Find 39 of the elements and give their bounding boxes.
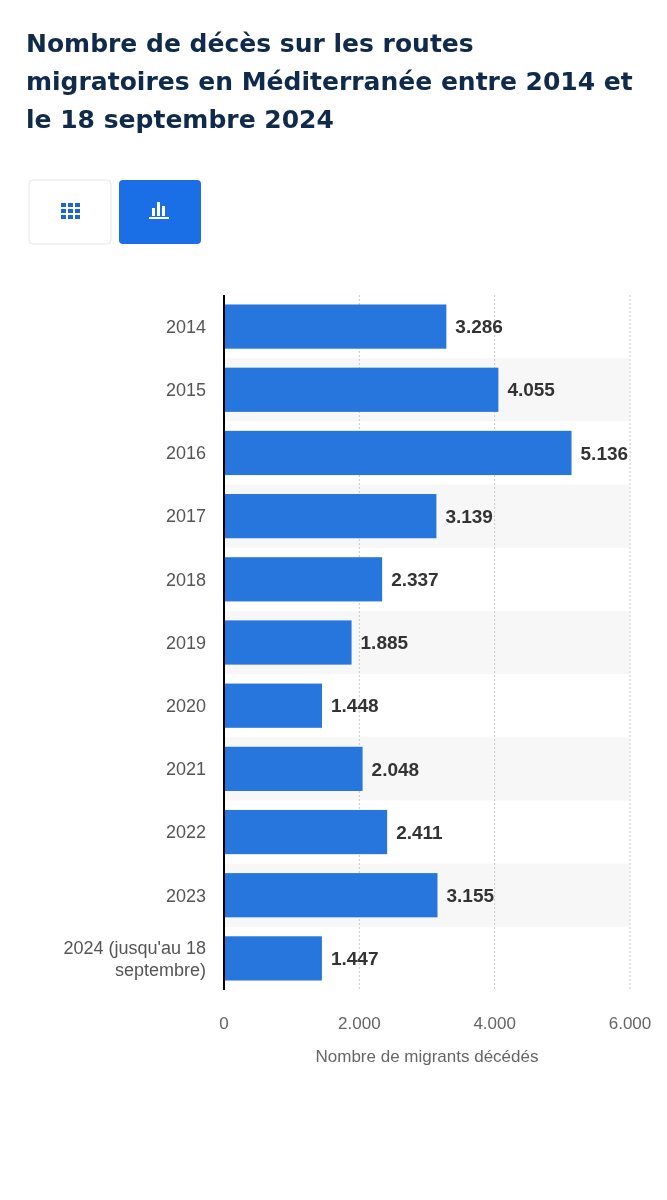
bar bbox=[224, 936, 322, 981]
x-tick-label: 6.000 bbox=[608, 1014, 652, 1033]
y-tick-label: 2022 bbox=[165, 822, 206, 843]
bar bbox=[224, 809, 388, 855]
bar bbox=[224, 746, 363, 791]
bar bbox=[224, 304, 447, 349]
x-tick-label: 0 bbox=[219, 1014, 229, 1033]
chart-title: Nombre de décès sur les routes migratoires en Méditerranée entre 2014 et le 18 septembre 2024 bbox=[26, 29, 633, 134]
y-tick-label: 2021 bbox=[165, 759, 206, 780]
data-label: 2.411 bbox=[396, 821, 444, 843]
data-label: 4.055 bbox=[507, 379, 556, 401]
bar bbox=[224, 494, 437, 539]
data-label: 2.337 bbox=[391, 568, 439, 590]
data-label: 2.048 bbox=[371, 758, 420, 780]
bar bbox=[224, 683, 322, 728]
y-tick-label: 2017 bbox=[165, 506, 206, 527]
x-axis-title: Nombre de migrants décédés bbox=[315, 1047, 539, 1066]
bar bbox=[224, 873, 438, 918]
bar bbox=[224, 430, 572, 476]
y-tick-label: 2016 bbox=[165, 443, 206, 464]
bar bbox=[224, 367, 499, 412]
data-label: 5.136 bbox=[580, 442, 629, 464]
data-label: 1.885 bbox=[360, 632, 409, 654]
data-label: 3.286 bbox=[455, 316, 503, 338]
data-label: 3.139 bbox=[445, 505, 493, 527]
y-tick-label: 2015 bbox=[165, 380, 206, 401]
bar bbox=[224, 557, 383, 602]
data-label: 1.447 bbox=[330, 948, 379, 970]
x-tick-label: 2.000 bbox=[338, 1014, 381, 1033]
data-label: 1.448 bbox=[330, 695, 379, 717]
y-tick-label: 2018 bbox=[165, 569, 206, 590]
y-tick-label: 2024 (jusqu'au 18 septembre) bbox=[63, 937, 206, 980]
x-tick-label: 4.000 bbox=[473, 1014, 516, 1033]
y-tick-label: 2020 bbox=[165, 695, 206, 716]
y-tick-label: 2014 bbox=[165, 316, 206, 337]
data-label: 3.155 bbox=[446, 884, 495, 906]
y-tick-label: 2019 bbox=[165, 632, 206, 653]
bar bbox=[224, 620, 352, 665]
y-tick-label: 2023 bbox=[165, 885, 206, 906]
